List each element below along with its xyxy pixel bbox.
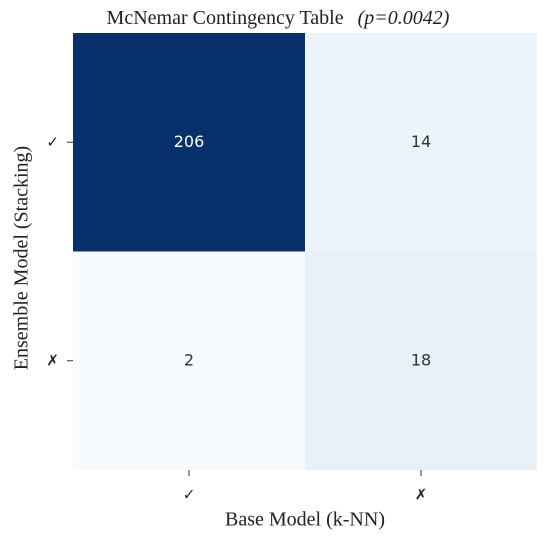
x-tick-label: ✗: [415, 486, 428, 504]
heatmap-cell: [73, 251, 305, 470]
x-tick-label: ✓: [183, 486, 196, 504]
cell-value-label: 18: [411, 350, 431, 369]
heatmap-cell: [305, 251, 537, 470]
y-tick-label: ✗: [46, 351, 59, 369]
cell-value-label: 2: [184, 350, 194, 369]
cell-value-label: 14: [411, 132, 431, 151]
heatmap-cell: [73, 33, 305, 252]
p-value-annotation: (p=0.0042): [358, 7, 450, 29]
chart-title-line: McNemar Contingency Table (p=0.0042): [107, 7, 450, 29]
chart-title: McNemar Contingency Table: [107, 7, 344, 29]
y-axis-label: Ensemble Model (Stacking): [11, 146, 33, 370]
x-axis-label: Base Model (k-NN): [225, 509, 385, 531]
y-tick-label: ✓: [46, 133, 59, 151]
cell-value-label: 206: [174, 132, 205, 151]
heatmap-cell: [305, 33, 537, 252]
